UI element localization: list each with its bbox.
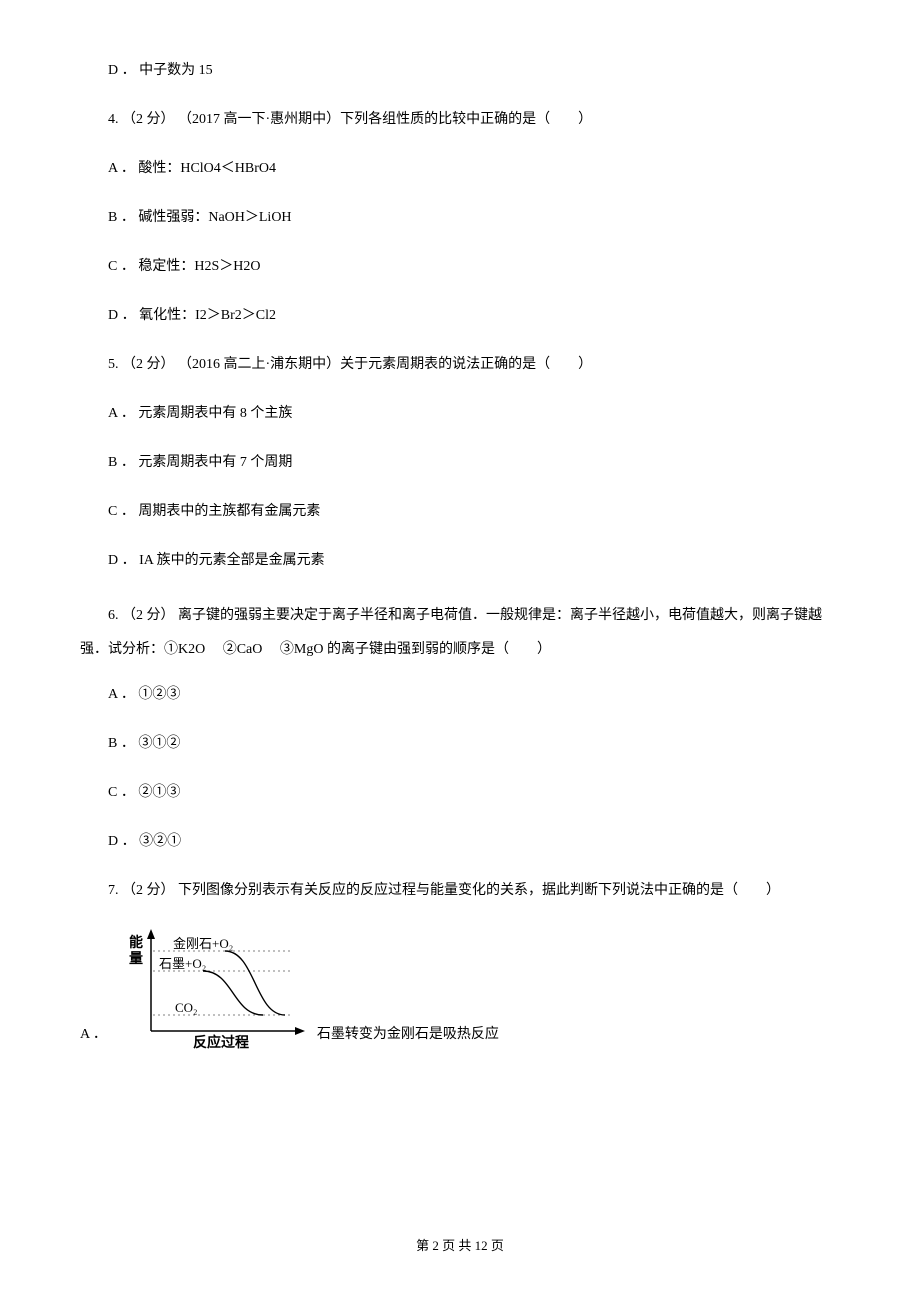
q7-option-a-tail: 石墨转变为金刚石是吸热反应 (317, 1023, 499, 1049)
q7-stem: 7. （2 分） 下列图像分别表示有关反应的反应过程与能量变化的关系，据此判断下… (80, 880, 840, 901)
q7-option-a-row: A ． 能量反应过程 金刚石+O₂ 石墨+O₂ CO₂ 石墨转变为金刚石是吸热反应 (80, 929, 840, 1049)
q6-option-b: B ． ③①② (80, 733, 840, 754)
svg-text:能: 能 (129, 934, 143, 951)
svg-text:石墨+O₂: 石墨+O₂ (159, 956, 206, 971)
q5-option-b: B ． 元素周期表中有 7 个周期 (80, 452, 840, 473)
q5-option-a: A ． 元素周期表中有 8 个主族 (80, 403, 840, 424)
q4-option-a: A ． 酸性：HClO4＜HBrO4 (80, 158, 840, 179)
q5-option-c: C ． 周期表中的主族都有金属元素 (80, 501, 840, 522)
q6-option-c: C ． ②①③ (80, 782, 840, 803)
svg-text:金刚石+O₂: 金刚石+O₂ (173, 936, 233, 951)
svg-text:量: 量 (129, 951, 143, 967)
q5-stem: 5. （2 分） （2016 高二上·浦东期中）关于元素周期表的说法正确的是（ … (80, 354, 840, 375)
q5-option-d: D ． IA 族中的元素全部是金属元素 (80, 550, 840, 571)
svg-text:反应过程: 反应过程 (193, 1034, 249, 1049)
q7-energy-chart: 能量反应过程 金刚石+O₂ 石墨+O₂ CO₂ (125, 929, 305, 1049)
q4-option-d: D ． 氧化性：I2＞Br2＞Cl2 (80, 305, 840, 326)
q6-option-d: D ． ③②① (80, 831, 840, 852)
q4-stem: 4. （2 分） （2017 高一下·惠州期中）下列各组性质的比较中正确的是（ … (80, 109, 840, 130)
q4-option-b: B ． 碱性强弱：NaOH＞LiOH (80, 207, 840, 228)
q3-option-d: D ． 中子数为 15 (80, 60, 840, 81)
q6-stem: 6. （2 分） 离子键的强弱主要决定于离子半径和离子电荷值．一般规律是：离子半… (80, 599, 840, 666)
q6-option-a: A ． ①②③ (80, 684, 840, 705)
page-footer: 第 2 页 共 12 页 (0, 1235, 920, 1254)
q4-option-c: C ． 稳定性：H2S＞H2O (80, 256, 840, 277)
svg-text:CO₂: CO₂ (175, 1000, 198, 1015)
q7-option-a-label: A ． (80, 1023, 107, 1049)
